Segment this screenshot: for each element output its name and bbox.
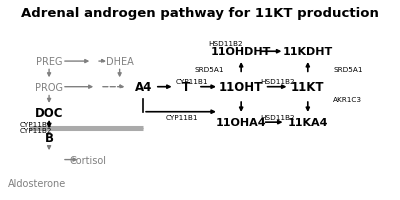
Text: HSD11B2: HSD11B2 xyxy=(260,114,294,120)
Text: AKR1C3: AKR1C3 xyxy=(333,97,362,103)
Text: CYP11B1: CYP11B1 xyxy=(20,122,52,127)
Text: 11KA4: 11KA4 xyxy=(288,118,328,128)
Text: T: T xyxy=(182,81,190,94)
Text: B: B xyxy=(44,132,54,145)
Text: 11OHT: 11OHT xyxy=(219,81,263,94)
Text: Cortisol: Cortisol xyxy=(70,155,107,165)
Text: SRD5A1: SRD5A1 xyxy=(333,67,363,73)
Text: 11KDHT: 11KDHT xyxy=(283,47,333,57)
Text: 11OHA4: 11OHA4 xyxy=(216,118,266,128)
Text: 11OHDHT: 11OHDHT xyxy=(211,47,271,57)
Text: CYP11B1: CYP11B1 xyxy=(176,78,208,84)
Text: Adrenal androgen pathway for 11KT production: Adrenal androgen pathway for 11KT produc… xyxy=(21,7,379,20)
Text: PROG: PROG xyxy=(35,82,63,92)
Text: A4: A4 xyxy=(134,81,152,94)
Text: SRD5A1: SRD5A1 xyxy=(195,67,224,73)
Text: Aldosterone: Aldosterone xyxy=(8,178,66,188)
Text: CYP11B1: CYP11B1 xyxy=(166,114,199,120)
Text: DHEA: DHEA xyxy=(106,57,134,67)
Text: PREG: PREG xyxy=(36,57,62,67)
Text: HSD11B2: HSD11B2 xyxy=(208,41,243,47)
Text: 11KT: 11KT xyxy=(291,81,324,94)
Text: HSD11B2: HSD11B2 xyxy=(260,78,294,84)
Text: CYP11B2: CYP11B2 xyxy=(20,127,52,133)
Text: DOC: DOC xyxy=(35,106,63,119)
